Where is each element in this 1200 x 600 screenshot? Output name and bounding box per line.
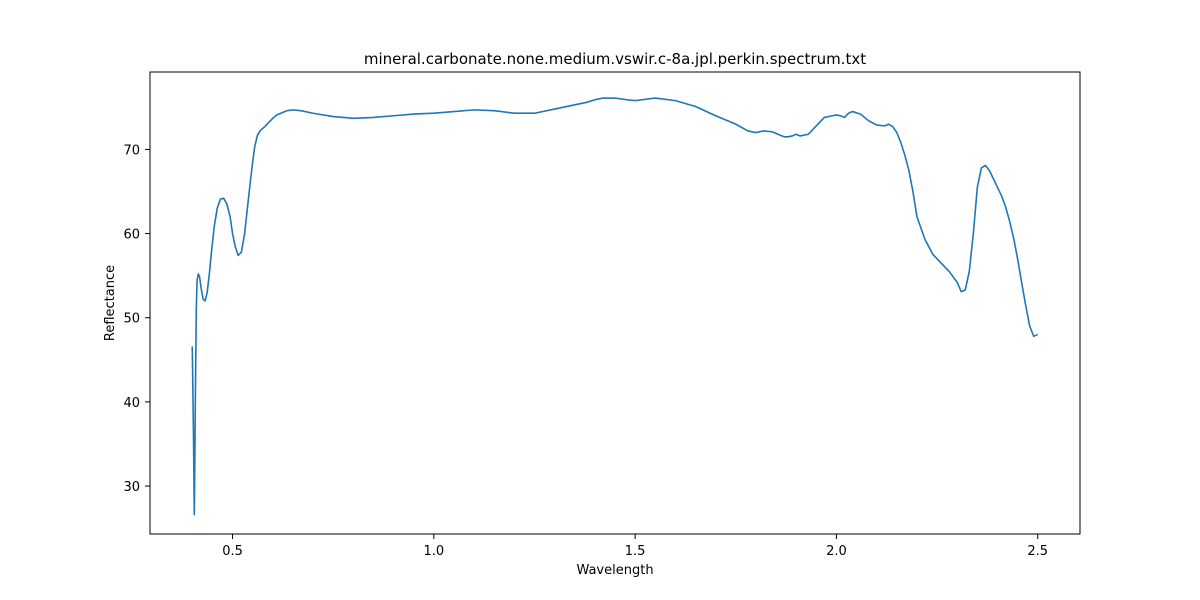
x-tick-label: 1.5 — [625, 544, 646, 559]
x-tick-label: 1.0 — [423, 544, 444, 559]
x-axis-label: Wavelength — [576, 563, 653, 578]
y-tick-label: 50 — [123, 312, 140, 327]
spectrum-line — [191, 97, 1039, 516]
x-tick-label: 2.5 — [1027, 544, 1048, 559]
x-axis: 0.5 1.0 1.5 2.0 2.5 — [222, 534, 1048, 559]
y-tick-label: 70 — [123, 143, 140, 158]
plot-area — [191, 97, 1039, 516]
y-tick-label: 60 — [123, 228, 140, 243]
axes-frame — [149, 71, 1081, 535]
y-tick-label: 40 — [123, 396, 140, 411]
x-tick-label: 0.5 — [222, 544, 243, 559]
y-tick-label: 30 — [123, 480, 140, 495]
y-axis: 30 40 50 60 70 — [123, 143, 150, 495]
x-tick-label: 2.0 — [826, 544, 847, 559]
chart-title: mineral.carbonate.none.medium.vswir.c-8a… — [364, 50, 866, 68]
y-axis-label: Reflectance — [103, 265, 118, 341]
